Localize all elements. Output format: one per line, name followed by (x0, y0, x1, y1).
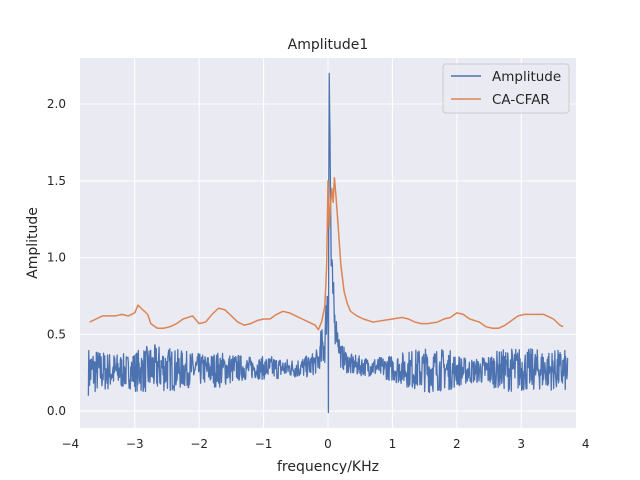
y-tick-label: 1.5 (47, 174, 66, 188)
legend-label-amplitude: Amplitude (492, 69, 561, 85)
legend-label-ca-cfar: CA-CFAR (492, 92, 550, 108)
x-tick-label: 2 (453, 437, 461, 451)
x-tick-label: −3 (126, 437, 144, 451)
y-axis-ticks: 0.0 0.5 1.0 1.5 2.0 (47, 97, 66, 418)
x-tick-label: 1 (389, 437, 397, 451)
series-layer (87, 72, 569, 414)
x-tick-label: 4 (582, 437, 590, 451)
x-tick-label: −4 (61, 437, 79, 451)
y-tick-label: 0.0 (47, 404, 66, 418)
x-axis-label: frequency/KHz (277, 459, 379, 475)
x-tick-label: −2 (190, 437, 208, 451)
x-axis-ticks: −4 −3 −2 −1 0 1 2 3 4 (61, 437, 589, 451)
x-tick-label: 0 (324, 437, 332, 451)
chart-title: Amplitude1 (288, 37, 369, 53)
series-amplitude-line (87, 72, 569, 414)
x-tick-label: −1 (255, 437, 273, 451)
series-ca-cfar-line (89, 177, 564, 331)
y-tick-label: 0.5 (47, 327, 66, 341)
x-tick-label: 3 (517, 437, 525, 451)
legend: Amplitude CA-CFAR (442, 63, 570, 114)
y-tick-label: 2.0 (47, 97, 66, 111)
y-tick-label: 1.0 (47, 251, 66, 265)
y-axis-label: Amplitude (25, 207, 41, 279)
